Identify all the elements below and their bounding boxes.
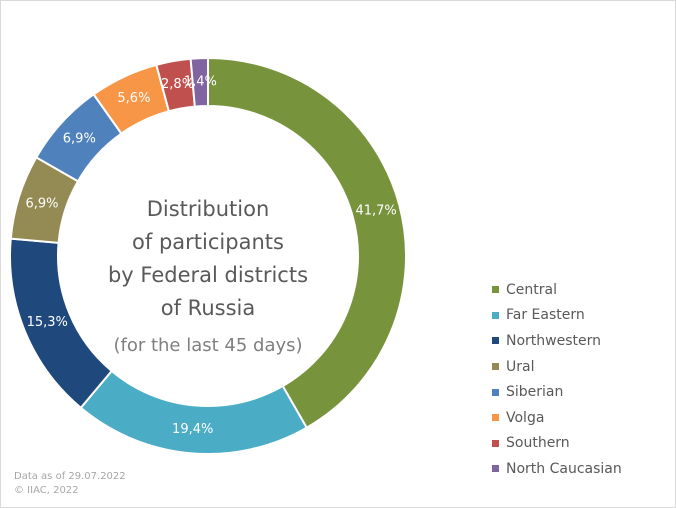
data-date-note: Data as of 29.07.2022	[14, 471, 126, 482]
chart-title-line-1: Distribution	[146, 197, 270, 221]
legend-item-northwestern: Northwestern	[492, 328, 622, 354]
legend-item-north-caucasian: North Caucasian	[492, 456, 622, 482]
legend-label-northwestern: Northwestern	[506, 332, 601, 349]
legend-swatch-siberian	[492, 388, 499, 396]
legend-item-central: Central	[492, 277, 622, 303]
legend-label-siberian: Siberian	[506, 384, 564, 401]
footer-note: Data as of 29.07.2022 © IIAC, 2022	[14, 470, 126, 498]
legend-swatch-central	[492, 286, 499, 294]
data-label-central: 41,7%	[355, 204, 396, 219]
legend-label-southern: Southern	[506, 435, 570, 452]
data-label-north-caucasian: 1,4%	[184, 75, 217, 90]
legend-swatch-volga	[492, 414, 499, 422]
legend-swatch-ural	[492, 363, 499, 371]
legend-label-north-caucasian: North Caucasian	[506, 460, 622, 477]
chart-title: Distribution of participants by Federal …	[78, 193, 338, 361]
legend-item-far-eastern: Far Eastern	[492, 303, 622, 329]
chart-title-line-2: of participants	[132, 230, 284, 254]
chart-legend: Central Far Eastern Northwestern Ural Siberi…	[492, 277, 622, 482]
chart-title-line-3: by Federal districts	[107, 263, 309, 287]
legend-swatch-far-eastern	[492, 311, 499, 319]
chart-subtitle: (for the last 45 days)	[113, 335, 303, 356]
data-label-ural: 6,9%	[26, 196, 59, 211]
legend-label-ural: Ural	[506, 358, 535, 375]
copyright-note: © IIAC, 2022	[14, 485, 79, 496]
legend-item-ural: Ural	[492, 354, 622, 380]
legend-item-southern: Southern	[492, 431, 622, 457]
legend-swatch-southern	[492, 439, 499, 447]
legend-item-siberian: Siberian	[492, 379, 622, 405]
legend-swatch-northwestern	[492, 337, 499, 345]
data-label-volga: 5,6%	[117, 91, 150, 106]
donut-slice-central	[207, 56, 407, 430]
donut-slice-far-eastern	[79, 369, 309, 455]
legend-label-central: Central	[506, 281, 557, 298]
donut-slice-north-caucasian	[189, 56, 209, 108]
data-label-siberian: 6,9%	[63, 131, 96, 146]
data-label-far-eastern: 19,4%	[172, 422, 213, 437]
legend-item-volga: Volga	[492, 405, 622, 431]
data-label-southern: 2,8%	[161, 77, 194, 92]
legend-swatch-north-caucasian	[492, 465, 499, 473]
legend-label-volga: Volga	[506, 409, 545, 426]
data-label-northwestern: 15,3%	[27, 315, 68, 330]
chart-title-line-4: of Russia	[160, 296, 256, 320]
legend-label-far-eastern: Far Eastern	[506, 307, 585, 324]
